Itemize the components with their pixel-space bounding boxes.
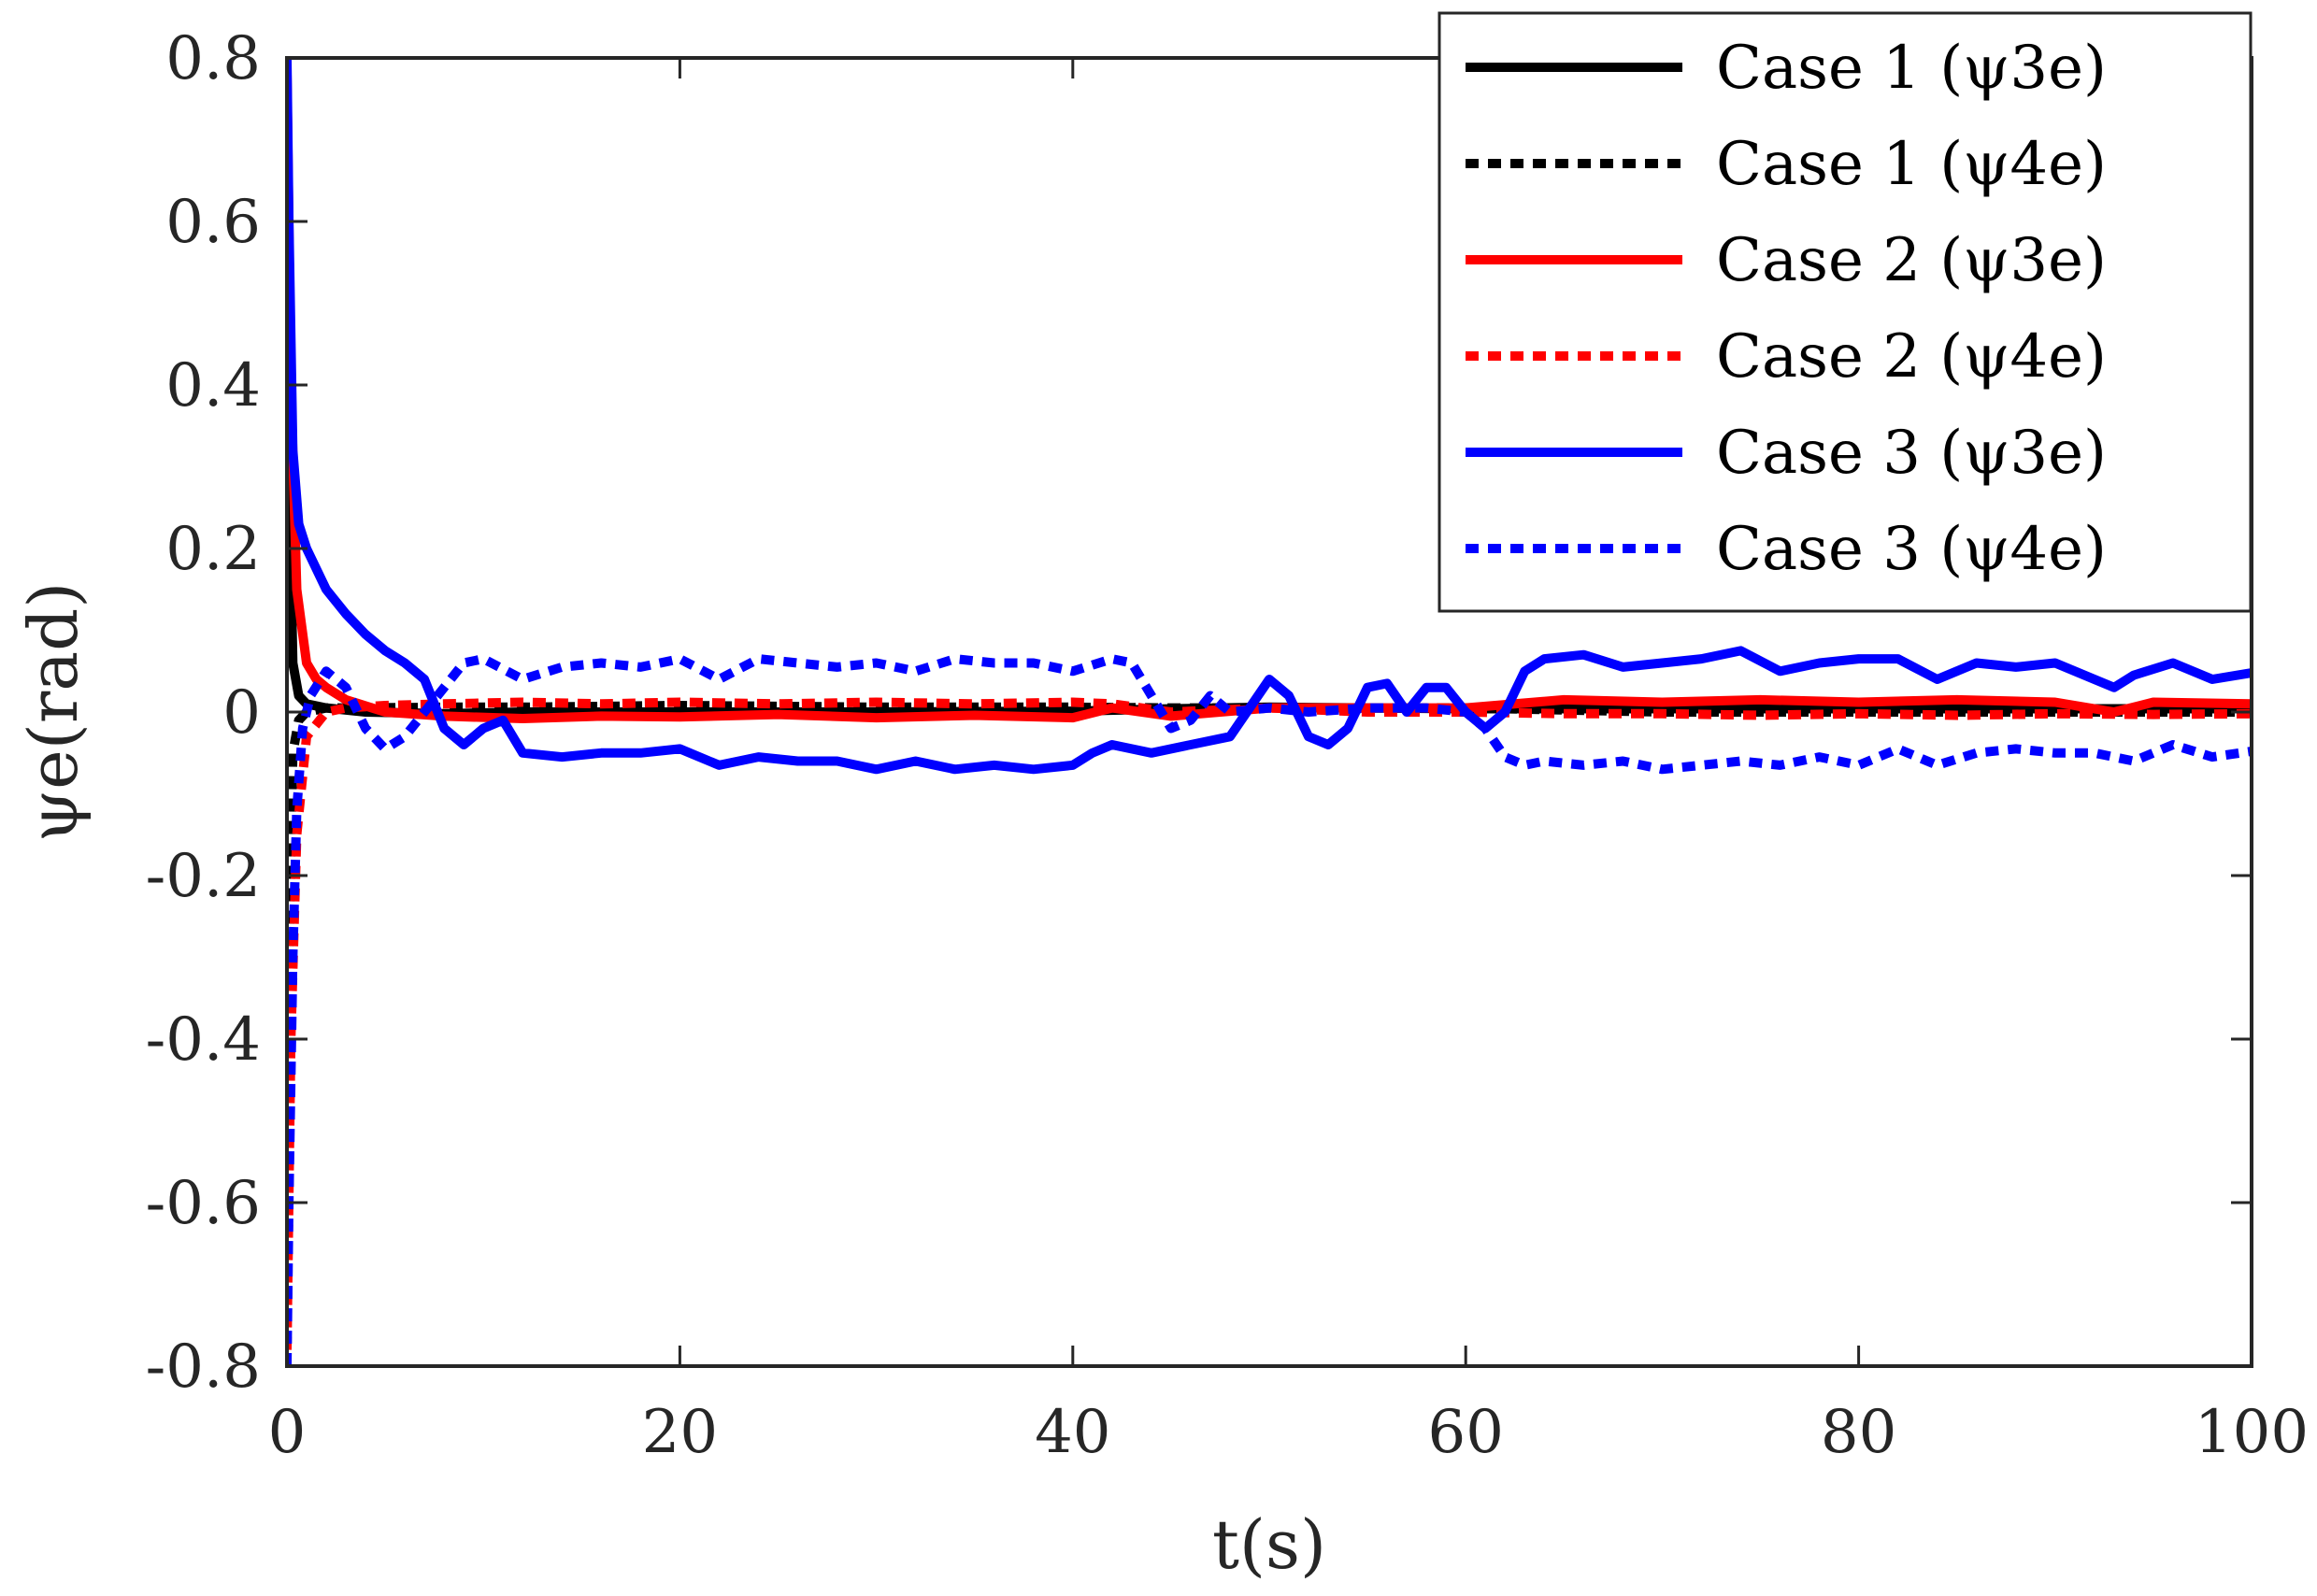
x-tick-label: 100: [2195, 1398, 2309, 1467]
legend-label: Case 3 (ψ3e): [1716, 419, 2107, 488]
legend-label: Case 1 (ψ3e): [1716, 34, 2107, 103]
ticks-layer: 0 20 40 60 80 100 -0.8 -0.6 -0.4 -0.2 0 0.2 0.4 0.6 0.…: [146, 24, 2309, 1467]
series-line-5: [287, 58, 2252, 775]
y-tick-label: 0.4: [165, 351, 261, 420]
series-line-2: [287, 701, 2252, 1350]
legend-label: Case 2 (ψ4e): [1716, 322, 2107, 392]
y-tick-label: -0.2: [146, 842, 261, 911]
series-layer: [287, 58, 2252, 1366]
x-tick-label: 60: [1427, 1398, 1503, 1467]
y-tick-label: 0.2: [165, 515, 261, 584]
legend-entries: Case 1 (ψ3e) Case 1 (ψ4e) Case 2 (ψ3e) Case…: [1466, 34, 2107, 584]
series-line-4: [287, 697, 2252, 1350]
y-axis-label: ψe(rad): [14, 582, 93, 843]
y-tick-label: 0.8: [165, 24, 261, 93]
legend-label: Case 3 (ψ4e): [1716, 515, 2107, 584]
y-tick-label: -0.4: [146, 1005, 261, 1075]
y-tick-label: 0: [222, 678, 261, 748]
y-tick-label: -0.8: [146, 1332, 261, 1402]
y-tick-label: 0.6: [165, 188, 261, 257]
x-tick-label: 40: [1035, 1398, 1110, 1467]
y-tick-label: -0.6: [146, 1169, 261, 1238]
legend: Case 1 (ψ3e) Case 1 (ψ4e) Case 2 (ψ3e) Case…: [1437, 11, 2253, 613]
x-tick-label: 20: [642, 1398, 718, 1467]
x-tick-label: 80: [1821, 1398, 1896, 1467]
x-tick-label: 0: [268, 1398, 307, 1467]
series-line-6: [287, 654, 2252, 1366]
axes-box: [285, 56, 2253, 1368]
legend-box: [1437, 11, 2253, 613]
legend-label: Case 1 (ψ4e): [1716, 130, 2107, 199]
legend-label: Case 2 (ψ3e): [1716, 226, 2107, 295]
x-axis-label: t(s): [1212, 1505, 1326, 1584]
series-line-3: [287, 74, 2252, 723]
